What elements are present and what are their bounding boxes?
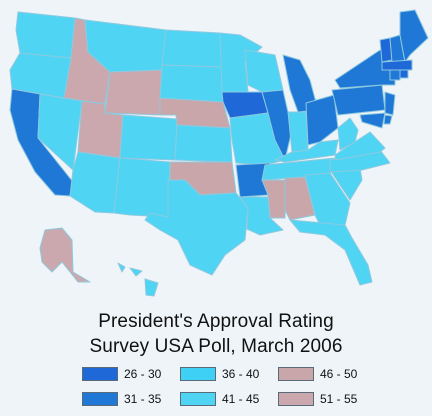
- state-sd: [159, 64, 224, 103]
- title-line-2: Survey USA Poll, March 2006: [89, 336, 343, 357]
- legend-swatch: [278, 367, 314, 381]
- legend-item: 46 - 50: [278, 366, 376, 382]
- state-ri: [399, 69, 409, 79]
- state-wv: [337, 117, 359, 151]
- legend-swatch: [180, 367, 216, 381]
- legend: 26 - 30 36 - 40 46 - 50 31 - 35 41 - 45 …: [82, 366, 376, 407]
- legend-swatch: [180, 392, 216, 406]
- legend-label: 41 - 45: [222, 392, 260, 406]
- state-nj: [384, 91, 396, 116]
- legend-swatch: [82, 367, 118, 381]
- state-ak: [39, 227, 91, 283]
- state-ct: [389, 69, 401, 81]
- state-md: [359, 112, 386, 129]
- state-hi: [117, 262, 159, 297]
- legend-label: 36 - 40: [222, 367, 260, 381]
- legend-label: 31 - 35: [124, 392, 162, 406]
- legend-item: 51 - 55: [278, 391, 376, 407]
- state-ms: [261, 179, 286, 219]
- state-ma: [381, 59, 413, 71]
- legend-label: 46 - 50: [320, 367, 358, 381]
- state-in: [287, 111, 309, 153]
- state-wa: [15, 11, 76, 59]
- legend-item: 41 - 45: [180, 391, 278, 407]
- state-co: [119, 114, 178, 161]
- legend-item: 26 - 30: [82, 366, 180, 382]
- state-wy: [104, 69, 163, 116]
- state-wi: [244, 49, 284, 93]
- state-ky: [274, 139, 339, 163]
- state-nd: [161, 29, 223, 68]
- state-fl: [289, 219, 373, 286]
- legend-item: 31 - 35: [82, 391, 180, 407]
- us-approval-map: [9, 9, 429, 297]
- legend-label: 51 - 55: [320, 392, 358, 406]
- legend-swatch: [278, 392, 314, 406]
- state-nm: [113, 157, 171, 218]
- state-va: [334, 131, 386, 161]
- legend-item: 36 - 40: [180, 366, 278, 382]
- state-oh: [305, 94, 339, 146]
- state-al: [284, 176, 316, 221]
- state-ny: [334, 49, 396, 89]
- state-pa: [331, 84, 386, 116]
- map-title: President's Approval Rating Survey USA P…: [0, 309, 432, 359]
- state-ks: [174, 124, 233, 163]
- legend-label: 26 - 30: [124, 367, 162, 381]
- state-de: [383, 114, 393, 125]
- state-tx: [144, 179, 249, 276]
- state-me: [399, 9, 429, 63]
- state-az: [69, 151, 121, 214]
- legend-swatch: [82, 392, 118, 406]
- title-line-1: President's Approval Rating: [98, 311, 334, 332]
